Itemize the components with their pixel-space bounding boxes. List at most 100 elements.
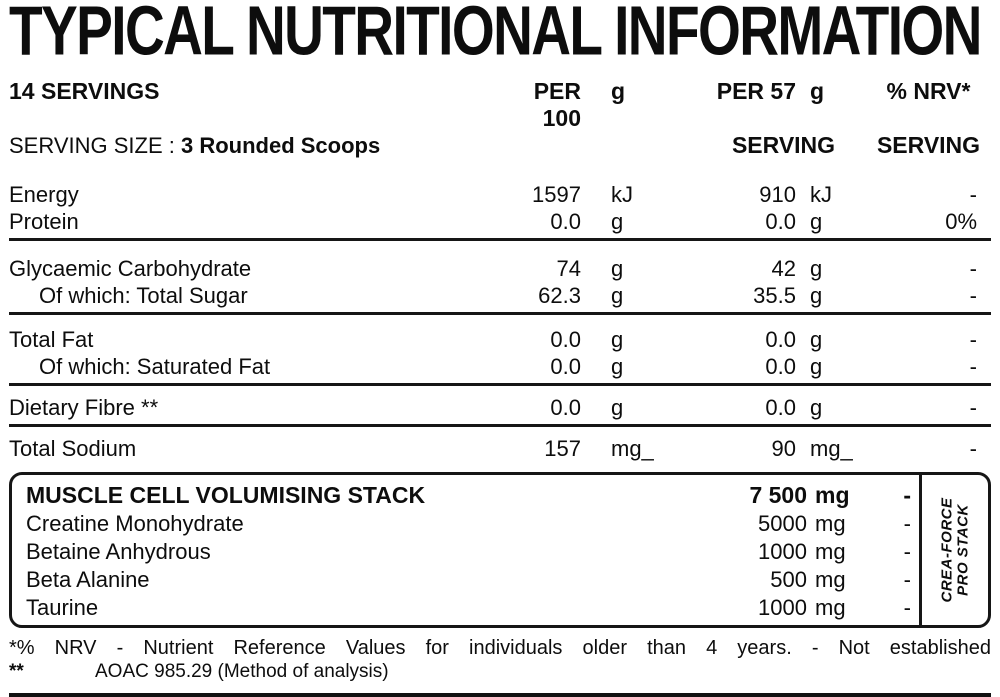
servings-count: 14 SERVINGS <box>9 78 160 104</box>
footnote-nrv: *% NRV - Nutrient Reference Values for i… <box>9 637 991 659</box>
serving-size: SERVING SIZE : 3 Rounded Scoops <box>9 132 701 159</box>
group-sodium: Total Sodium 157 mg_ 90 mg_ - <box>9 427 991 465</box>
col-header-per57: PER 57 <box>716 78 796 104</box>
per57-value: 42 <box>771 256 796 281</box>
stack-item-value: 1000 <box>758 595 807 620</box>
stack-item-value: 500 <box>770 567 807 592</box>
nrv-value: - <box>969 436 977 461</box>
stack-item-label: Betaine Anhydrous <box>26 539 211 564</box>
per57-unit: g <box>810 256 823 281</box>
row-label: Of which: Saturated Fat <box>39 354 271 379</box>
col-header-nrv: % NRV* <box>886 78 971 104</box>
per57-value: 35.5 <box>753 283 796 308</box>
stack-item-nrv: - <box>903 539 911 564</box>
stack-item-nrv: - <box>903 567 911 592</box>
per57-unit: g <box>810 327 823 352</box>
per100-value: 62.3 <box>538 283 581 308</box>
stack-item-row: Betaine Anhydrous 1000 mg - <box>26 538 919 566</box>
col-header-per100: PER 100 <box>533 78 581 131</box>
stack-side-label-line2: PRO STACK <box>954 504 971 596</box>
col-header-per57-unit: g <box>810 78 825 104</box>
row-label: Energy <box>9 182 79 207</box>
table-row: Total Sodium 157 mg_ 90 mg_ - <box>9 435 991 462</box>
stack-side-label-line1: CREA-FORCE <box>938 497 955 603</box>
per57-unit: kJ <box>810 182 832 207</box>
nrv-value: - <box>969 283 977 308</box>
per100-unit: g <box>611 209 624 234</box>
nrv-value: - <box>969 395 977 420</box>
per57-value: 0.0 <box>765 354 796 379</box>
header-row-2: SERVING SIZE : 3 Rounded Scoops SERVING … <box>9 132 991 159</box>
per57-value: 0.0 <box>765 209 796 234</box>
stack-title-value: 7 500 <box>749 482 807 508</box>
bottom-rule <box>9 693 991 697</box>
per100-value: 0.0 <box>550 354 581 379</box>
col-header-per100-unit: g <box>611 78 626 104</box>
per57-value: 0.0 <box>765 327 796 352</box>
per57-value: 910 <box>759 182 796 207</box>
per100-unit: g <box>611 395 624 420</box>
per100-value: 0.0 <box>550 327 581 352</box>
nrv-value: - <box>969 354 977 379</box>
stack-item-label: Taurine <box>26 595 99 620</box>
stack-item-label: Creatine Monohydrate <box>26 511 244 536</box>
nrv-value: 0% <box>945 209 977 234</box>
table-row: Protein 0.0 g 0.0 g 0% <box>9 208 991 235</box>
row-label: Glycaemic Carbohydrate <box>9 256 252 281</box>
stack-side-panel: CREA-FORCE PRO STACK <box>919 475 988 625</box>
per57-unit: g <box>810 395 823 420</box>
stack-item-nrv: - <box>903 511 911 536</box>
per57-unit: g <box>810 283 823 308</box>
table-row: Of which: Saturated Fat 0.0 g 0.0 g - <box>9 353 991 380</box>
per100-value: 0.0 <box>550 209 581 234</box>
stack-item-value: 5000 <box>758 511 807 536</box>
table-row: Total Fat 0.0 g 0.0 g - <box>9 326 991 353</box>
footnote-aoac: ** AOAC 985.29 (Method of analysis) <box>9 660 991 684</box>
stack-item-nrv: - <box>903 595 911 620</box>
per57-unit: mg_ <box>810 436 853 461</box>
footnote-aoac-marker: ** <box>9 661 24 682</box>
stack-box: MUSCLE CELL VOLUMISING STACK 7 500 mg - … <box>9 472 991 628</box>
per100-unit: g <box>611 327 624 352</box>
per100-unit: g <box>611 283 624 308</box>
stack-title-nrv: - <box>903 482 911 508</box>
per100-unit: g <box>611 354 624 379</box>
per57-unit: g <box>810 209 823 234</box>
stack-side-label: CREA-FORCE PRO STACK <box>938 497 971 603</box>
nutrition-table: Energy 1597 kJ 910 kJ - Protein 0.0 g 0.… <box>9 159 991 465</box>
stack-item-unit: mg <box>815 539 846 564</box>
col-subheader-nrv-serving: SERVING <box>876 132 981 158</box>
col-subheader-per57-serving: SERVING <box>731 132 836 158</box>
footnotes: *% NRV - Nutrient Reference Values for i… <box>9 637 991 684</box>
row-label: Of which: Total Sugar <box>39 283 248 308</box>
row-label: Dietary Fibre ** <box>9 395 159 420</box>
stack-item-label: Beta Alanine <box>26 567 150 592</box>
per100-unit: mg_ <box>611 436 654 461</box>
per57-value: 0.0 <box>765 395 796 420</box>
title-band: TYPICAL NUTRITIONAL INFORMATION <box>9 2 991 62</box>
per100-value: 1597 <box>532 182 581 207</box>
nrv-value: - <box>969 182 977 207</box>
serving-size-label: SERVING SIZE : <box>9 133 175 158</box>
stack-box-content: MUSCLE CELL VOLUMISING STACK 7 500 mg - … <box>12 475 919 625</box>
table-header: 14 SERVINGS PER 100 g PER 57 g % NRV* SE… <box>9 78 991 159</box>
per57-value: 90 <box>771 436 796 461</box>
per100-value: 0.0 <box>550 395 581 420</box>
stack-item-unit: mg <box>815 511 846 536</box>
per100-value: 157 <box>544 436 581 461</box>
row-label: Total Sodium <box>9 436 137 461</box>
stack-item-unit: mg <box>815 567 846 592</box>
stack-item-row: Taurine 1000 mg - <box>26 594 919 622</box>
header-row-1: 14 SERVINGS PER 100 g PER 57 g % NRV* <box>9 78 991 132</box>
stack-title-row: MUSCLE CELL VOLUMISING STACK 7 500 mg - <box>26 480 919 510</box>
stack-title: MUSCLE CELL VOLUMISING STACK <box>26 482 426 508</box>
row-label: Total Fat <box>9 327 94 352</box>
table-row: Glycaemic Carbohydrate 74 g 42 g - <box>9 255 991 282</box>
table-row: Of which: Total Sugar 62.3 g 35.5 g - <box>9 282 991 309</box>
table-row: Dietary Fibre ** 0.0 g 0.0 g - <box>9 394 991 421</box>
serving-size-value: 3 Rounded Scoops <box>180 133 381 158</box>
stack-item-value: 1000 <box>758 539 807 564</box>
stack-item-unit: mg <box>815 595 846 620</box>
group-energy-protein: Energy 1597 kJ 910 kJ - Protein 0.0 g 0.… <box>9 159 991 241</box>
